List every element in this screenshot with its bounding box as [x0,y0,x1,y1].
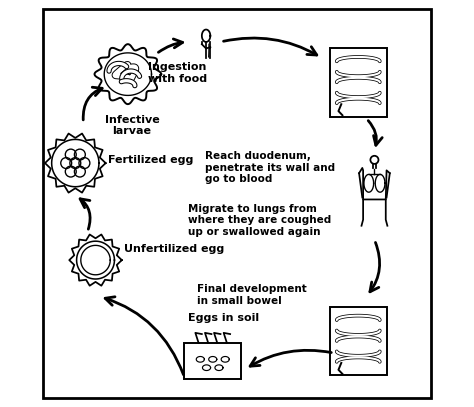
Text: Reach duodenum,
penetrate its wall and
go to blood: Reach duodenum, penetrate its wall and g… [205,151,335,184]
Bar [184,343,241,379]
Text: Unfertilized egg: Unfertilized egg [124,244,224,254]
Text: Final development
in small bowel: Final development in small bowel [197,284,306,306]
Bar [330,48,387,116]
Text: Infective
larvae: Infective larvae [105,115,159,136]
Text: Fertilized egg: Fertilized egg [108,155,193,165]
Text: Migrate to lungs from
where they are coughed
up or swallowed again: Migrate to lungs from where they are cou… [189,204,332,237]
Bar [330,306,387,375]
Text: Ingestion
with food: Ingestion with food [148,62,207,83]
Text: Eggs in soil: Eggs in soil [189,313,260,323]
